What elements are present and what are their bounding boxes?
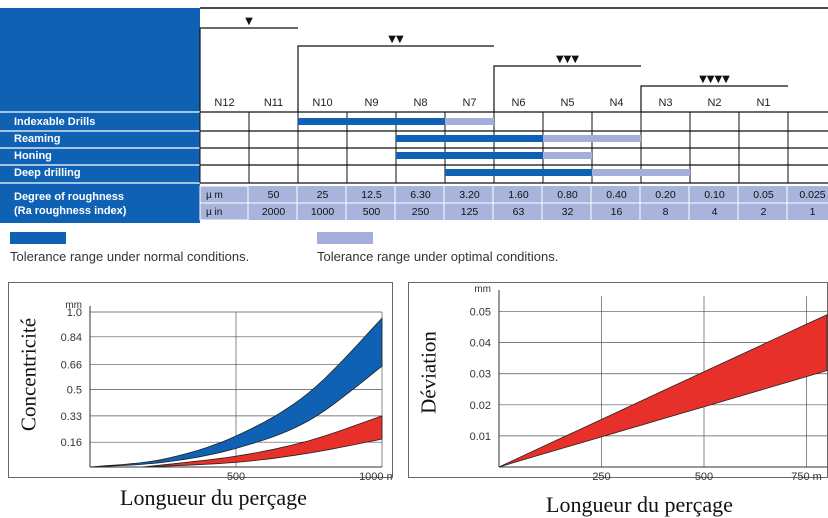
value-uin-2: 500 bbox=[363, 206, 381, 218]
deviation-chart: 0.05 0.04 0.03 0.02 0.01 mm 250 500 750 m bbox=[408, 282, 828, 482]
value-um-2: 12.5 bbox=[361, 189, 382, 201]
concentricity-ytick-4: 0.33 bbox=[61, 411, 82, 423]
deviation-ytick-3: 0.02 bbox=[470, 400, 491, 412]
deviation-xtick-1: 500 bbox=[695, 471, 713, 482]
concentricity-xlabel: Longueur du perçage bbox=[120, 485, 307, 510]
deviation-xtick-0: 250 bbox=[592, 471, 610, 482]
unit-um-label: µ m bbox=[206, 190, 223, 201]
grade-label-N5: N5 bbox=[560, 97, 574, 109]
value-uin-11: 1 bbox=[810, 206, 816, 218]
value-uin-0: 2000 bbox=[262, 206, 286, 218]
value-um-3: 6.30 bbox=[410, 189, 431, 201]
roughness-label-line2: (Ra roughness index) bbox=[14, 205, 127, 217]
value-um-1: 25 bbox=[317, 189, 329, 201]
value-uin-4: 125 bbox=[461, 206, 479, 218]
value-um-8: 0.20 bbox=[655, 189, 676, 201]
legend-normal-text: Tolerance range under normal conditions. bbox=[10, 249, 250, 264]
finish-bracket-4 bbox=[640, 85, 788, 112]
value-um-4: 3.20 bbox=[459, 189, 480, 201]
process-bar-normal-3 bbox=[445, 169, 592, 176]
grade-label-N7: N7 bbox=[462, 97, 476, 109]
concentricity-xtick-1: 1000 mm bbox=[359, 471, 393, 482]
value-uin-5: 63 bbox=[513, 206, 525, 218]
process-bar-optimal-1 bbox=[543, 135, 641, 142]
grade-label-N11: N11 bbox=[264, 97, 283, 109]
grade-label-N9: N9 bbox=[364, 97, 378, 109]
process-bar-optimal-0 bbox=[445, 118, 494, 125]
roughness-label-line1: Degree of roughness bbox=[14, 191, 124, 203]
concentricity-frame bbox=[8, 282, 393, 478]
value-uin-7: 16 bbox=[611, 206, 623, 218]
process-bar-optimal-3 bbox=[592, 169, 690, 176]
deviation-ytick-2: 0.03 bbox=[470, 369, 491, 381]
process-bar-optimal-2 bbox=[543, 152, 592, 159]
value-um-11: 0.025 bbox=[799, 189, 825, 201]
deviation-xtick-2: 750 m bbox=[791, 471, 822, 482]
legend-normal-swatch bbox=[10, 232, 66, 244]
concentricity-ytick-5: 0.16 bbox=[61, 437, 82, 449]
value-uin-6: 32 bbox=[562, 206, 574, 218]
concentricity-yunit: mm bbox=[65, 300, 82, 311]
value-uin-3: 250 bbox=[412, 206, 430, 218]
process-label-2: Honing bbox=[14, 150, 52, 162]
value-um-0: 50 bbox=[268, 189, 280, 201]
process-label-0: Indexable Drills bbox=[14, 116, 95, 128]
value-uin-10: 2 bbox=[761, 206, 767, 218]
grade-label-N6: N6 bbox=[511, 97, 525, 109]
concentricity-ytick-3: 0.5 bbox=[67, 385, 82, 397]
concentricity-ytick-2: 0.66 bbox=[61, 360, 82, 372]
deviation-ylabel: Déviation bbox=[416, 331, 441, 414]
value-uin-8: 8 bbox=[663, 206, 669, 218]
roughness-header-block bbox=[0, 8, 200, 223]
grade-label-N3: N3 bbox=[658, 97, 672, 109]
deviation-panel: 0.05 0.04 0.03 0.02 0.01 mm 250 500 750 m Déviat… bbox=[408, 282, 828, 517]
deviation-yunit: mm bbox=[474, 284, 491, 295]
grade-label-N10: N10 bbox=[312, 97, 332, 109]
concentricity-ylabel: Concentricité bbox=[16, 317, 41, 432]
process-label-1: Reaming bbox=[14, 133, 60, 145]
deviation-ytick-0: 0.05 bbox=[470, 307, 491, 319]
finish-bracket-2 bbox=[297, 45, 494, 112]
unit-uin-label: µ in bbox=[206, 207, 222, 218]
roughness-chart: ▼▼▼▼▼▼▼▼▼▼N12 N11 N10 N9 N8 N7 N6 N5 N4 N3 N2 N1Ind… bbox=[0, 7, 828, 223]
grade-label-N12: N12 bbox=[214, 97, 234, 109]
value-um-6: 0.80 bbox=[557, 189, 578, 201]
legend-optimal-swatch bbox=[317, 232, 373, 244]
value-um-5: 1.60 bbox=[508, 189, 529, 201]
process-bar-normal-0 bbox=[298, 118, 445, 125]
finish-symbol-2: ▼▼ bbox=[388, 34, 404, 45]
value-um-7: 0.40 bbox=[606, 189, 627, 201]
value-uin-1: 1000 bbox=[311, 206, 335, 218]
finish-bracket-3 bbox=[493, 65, 641, 112]
finish-symbol-4: ▼▼▼▼ bbox=[699, 74, 730, 85]
grade-label-N8: N8 bbox=[413, 97, 427, 109]
concentricity-chart: 1.0 0.84 0.66 0.5 0.33 0.16 mm 500 1000 mm bbox=[8, 282, 393, 482]
deviation-xlabel: Longueur du perçage bbox=[546, 492, 733, 517]
deviation-band-0 bbox=[498, 314, 828, 468]
deviation-ytick-4: 0.01 bbox=[470, 431, 491, 443]
grade-label-N1: N1 bbox=[756, 97, 770, 109]
concentricity-panel: 1.0 0.84 0.66 0.5 0.33 0.16 mm 500 1000 mm Conce… bbox=[8, 282, 393, 517]
concentricity-ytick-0: 1.0 bbox=[67, 307, 82, 319]
grade-label-N2: N2 bbox=[707, 97, 721, 109]
process-bar-normal-1 bbox=[396, 135, 543, 142]
value-um-9: 0.10 bbox=[704, 189, 725, 201]
process-bar-normal-2 bbox=[396, 152, 543, 159]
grade-label-N4: N4 bbox=[609, 97, 623, 109]
finish-bracket-1 bbox=[199, 27, 298, 112]
concentricity-ytick-1: 0.84 bbox=[61, 332, 82, 344]
finish-symbol-3: ▼▼▼ bbox=[556, 54, 579, 65]
finish-symbol-1: ▼ bbox=[245, 16, 253, 27]
legend-optimal-text: Tolerance range under optimal conditions… bbox=[317, 249, 559, 264]
value-um-10: 0.05 bbox=[753, 189, 774, 201]
deviation-ytick-1: 0.04 bbox=[470, 338, 491, 350]
process-label-3: Deep drilling bbox=[14, 167, 81, 179]
value-uin-9: 4 bbox=[712, 206, 718, 218]
concentricity-band-0 bbox=[89, 317, 383, 468]
concentricity-xtick-0: 500 bbox=[227, 471, 245, 482]
